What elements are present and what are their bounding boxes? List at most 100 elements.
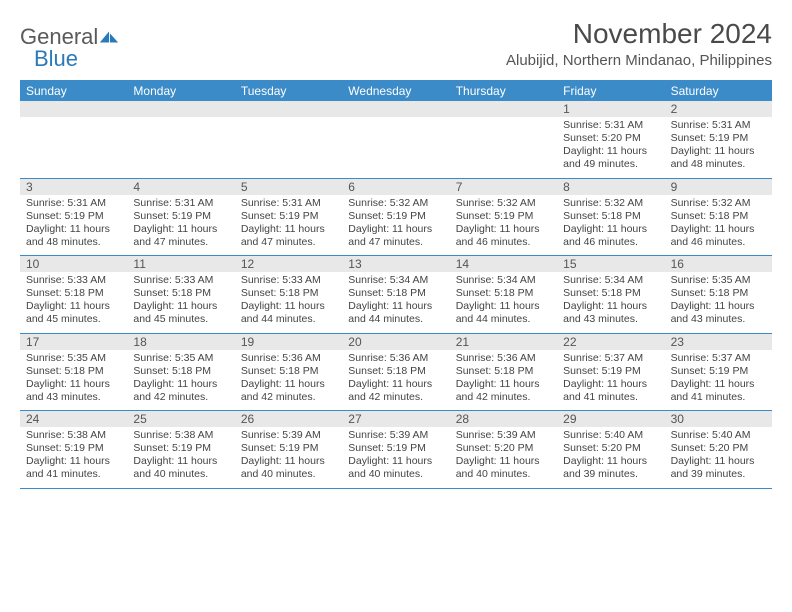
day-number: 22: [557, 334, 664, 350]
daynum-band: 12: [20, 101, 772, 117]
daylight: Daylight: 11 hours and 42 minutes.: [348, 378, 443, 404]
dow-cell: Sunday: [20, 81, 127, 101]
sunset: Sunset: 5:18 PM: [563, 287, 658, 300]
day-content: [20, 117, 127, 178]
daylight: Daylight: 11 hours and 47 minutes.: [348, 223, 443, 249]
sunset: Sunset: 5:18 PM: [26, 287, 121, 300]
logo-text-block: General Blue: [20, 24, 120, 72]
sunrise: Sunrise: 5:39 AM: [241, 429, 336, 442]
daylight: Daylight: 11 hours and 41 minutes.: [671, 378, 766, 404]
content-band: Sunrise: 5:31 AMSunset: 5:19 PMDaylight:…: [20, 195, 772, 256]
week-block: 24252627282930Sunrise: 5:38 AMSunset: 5:…: [20, 411, 772, 489]
content-band: Sunrise: 5:38 AMSunset: 5:19 PMDaylight:…: [20, 427, 772, 488]
day-content: Sunrise: 5:37 AMSunset: 5:19 PMDaylight:…: [665, 350, 772, 411]
week-block: 17181920212223Sunrise: 5:35 AMSunset: 5:…: [20, 334, 772, 412]
sunset: Sunset: 5:19 PM: [26, 442, 121, 455]
daylight: Daylight: 11 hours and 40 minutes.: [241, 455, 336, 481]
title-block: November 2024 Alubijid, Northern Mindana…: [506, 18, 772, 69]
daylight: Daylight: 11 hours and 43 minutes.: [671, 300, 766, 326]
logo-blue: Blue: [34, 46, 120, 72]
dow-cell: Friday: [557, 81, 664, 101]
sunrise: Sunrise: 5:38 AM: [26, 429, 121, 442]
sunrise: Sunrise: 5:36 AM: [348, 352, 443, 365]
daylight: Daylight: 11 hours and 47 minutes.: [133, 223, 228, 249]
day-content: Sunrise: 5:36 AMSunset: 5:18 PMDaylight:…: [235, 350, 342, 411]
day-number: 11: [127, 256, 234, 272]
sunrise: Sunrise: 5:32 AM: [348, 197, 443, 210]
daylight: Daylight: 11 hours and 40 minutes.: [456, 455, 551, 481]
day-number: 17: [20, 334, 127, 350]
sunrise: Sunrise: 5:34 AM: [563, 274, 658, 287]
sunset: Sunset: 5:18 PM: [26, 365, 121, 378]
sunrise: Sunrise: 5:39 AM: [348, 429, 443, 442]
content-band: Sunrise: 5:35 AMSunset: 5:18 PMDaylight:…: [20, 350, 772, 411]
dow-cell: Thursday: [450, 81, 557, 101]
sunset: Sunset: 5:18 PM: [241, 287, 336, 300]
day-content: Sunrise: 5:38 AMSunset: 5:19 PMDaylight:…: [20, 427, 127, 488]
day-content: Sunrise: 5:36 AMSunset: 5:18 PMDaylight:…: [342, 350, 449, 411]
daylight: Daylight: 11 hours and 46 minutes.: [671, 223, 766, 249]
daylight: Daylight: 11 hours and 41 minutes.: [26, 455, 121, 481]
day-number: 26: [235, 411, 342, 427]
day-number: 8: [557, 179, 664, 195]
sunrise: Sunrise: 5:37 AM: [563, 352, 658, 365]
sunrise: Sunrise: 5:33 AM: [133, 274, 228, 287]
daylight: Daylight: 11 hours and 46 minutes.: [456, 223, 551, 249]
sunrise: Sunrise: 5:31 AM: [241, 197, 336, 210]
daylight: Daylight: 11 hours and 48 minutes.: [671, 145, 766, 171]
day-content: Sunrise: 5:34 AMSunset: 5:18 PMDaylight:…: [557, 272, 664, 333]
daylight: Daylight: 11 hours and 42 minutes.: [456, 378, 551, 404]
location: Alubijid, Northern Mindanao, Philippines: [506, 52, 772, 69]
sunset: Sunset: 5:18 PM: [456, 287, 551, 300]
day-content: Sunrise: 5:33 AMSunset: 5:18 PMDaylight:…: [235, 272, 342, 333]
sunrise: Sunrise: 5:38 AM: [133, 429, 228, 442]
day-content: Sunrise: 5:32 AMSunset: 5:19 PMDaylight:…: [450, 195, 557, 256]
dow-cell: Wednesday: [342, 81, 449, 101]
sunrise: Sunrise: 5:37 AM: [671, 352, 766, 365]
dow-cell: Saturday: [665, 81, 772, 101]
day-content: Sunrise: 5:39 AMSunset: 5:19 PMDaylight:…: [235, 427, 342, 488]
sunset: Sunset: 5:19 PM: [133, 442, 228, 455]
daylight: Daylight: 11 hours and 40 minutes.: [348, 455, 443, 481]
day-number: 23: [665, 334, 772, 350]
sunset: Sunset: 5:19 PM: [671, 365, 766, 378]
sunset: Sunset: 5:20 PM: [563, 442, 658, 455]
day-content: Sunrise: 5:31 AMSunset: 5:19 PMDaylight:…: [127, 195, 234, 256]
daylight: Daylight: 11 hours and 47 minutes.: [241, 223, 336, 249]
sunrise: Sunrise: 5:31 AM: [133, 197, 228, 210]
daylight: Daylight: 11 hours and 39 minutes.: [563, 455, 658, 481]
sunrise: Sunrise: 5:36 AM: [456, 352, 551, 365]
sunset: Sunset: 5:18 PM: [563, 210, 658, 223]
sail-icon: [98, 29, 120, 45]
sunset: Sunset: 5:19 PM: [671, 132, 766, 145]
daylight: Daylight: 11 hours and 43 minutes.: [563, 300, 658, 326]
daylight: Daylight: 11 hours and 45 minutes.: [133, 300, 228, 326]
sunset: Sunset: 5:18 PM: [133, 287, 228, 300]
daynum-band: 3456789: [20, 179, 772, 195]
day-number: 12: [235, 256, 342, 272]
day-content: Sunrise: 5:35 AMSunset: 5:18 PMDaylight:…: [665, 272, 772, 333]
sunset: Sunset: 5:18 PM: [348, 287, 443, 300]
daylight: Daylight: 11 hours and 39 minutes.: [671, 455, 766, 481]
sunset: Sunset: 5:19 PM: [241, 210, 336, 223]
sunrise: Sunrise: 5:31 AM: [671, 119, 766, 132]
week-block: 12 Sunrise: 5:31 AM Sunset: 5:20 PM Dayligh…: [20, 101, 772, 179]
sunset: Sunset: 5:19 PM: [241, 442, 336, 455]
sunrise: Sunrise: 5:40 AM: [671, 429, 766, 442]
day-number: [342, 101, 449, 117]
dow-cell: Tuesday: [235, 81, 342, 101]
day-content: Sunrise: 5:40 AMSunset: 5:20 PMDaylight:…: [557, 427, 664, 488]
day-number: 15: [557, 256, 664, 272]
sunset: Sunset: 5:18 PM: [671, 210, 766, 223]
day-number: 1: [557, 101, 664, 117]
sunset: Sunset: 5:19 PM: [26, 210, 121, 223]
day-content: Sunrise: 5:34 AMSunset: 5:18 PMDaylight:…: [450, 272, 557, 333]
day-content: Sunrise: 5:35 AMSunset: 5:18 PMDaylight:…: [20, 350, 127, 411]
sunset: Sunset: 5:19 PM: [563, 365, 658, 378]
sunset: Sunset: 5:20 PM: [456, 442, 551, 455]
sunset: Sunset: 5:20 PM: [563, 132, 658, 145]
daylight: Daylight: 11 hours and 43 minutes.: [26, 378, 121, 404]
day-content: [127, 117, 234, 178]
day-content: Sunrise: 5:36 AMSunset: 5:18 PMDaylight:…: [450, 350, 557, 411]
day-number: 29: [557, 411, 664, 427]
